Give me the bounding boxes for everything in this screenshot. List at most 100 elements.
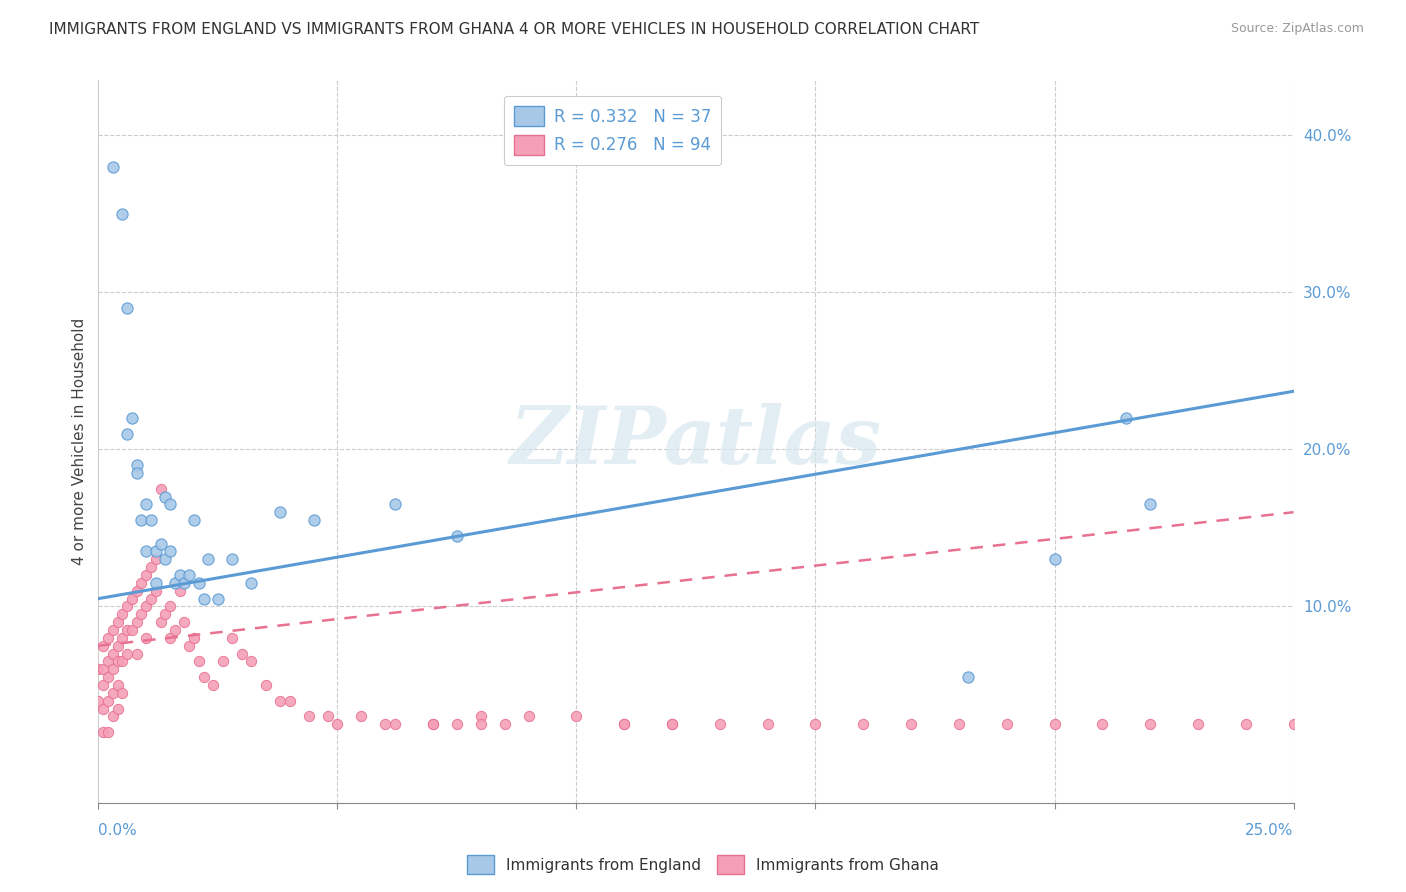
Point [121,623,143,637]
Point [139,591,162,606]
Point [125,466,148,480]
Point [115,623,138,637]
Point [135,497,157,511]
Point [661,717,683,731]
Point [183,513,205,527]
Point [91,725,114,739]
Point [125,583,148,598]
Point [169,568,191,582]
Point [613,717,636,731]
Point [145,583,167,598]
Point [91,701,114,715]
Text: 25.0%: 25.0% [1246,823,1294,838]
Point [193,591,215,606]
Point [316,709,339,723]
Point [155,607,177,622]
Point [163,623,186,637]
Point [145,575,167,590]
Point [131,513,153,527]
Point [446,529,468,543]
Point [97,694,120,708]
Point [422,717,444,731]
Point [254,678,277,692]
Point [107,701,129,715]
Point [159,497,181,511]
Text: ZIPatlas: ZIPatlas [510,403,882,480]
Point [111,631,134,645]
Point [115,301,138,315]
Y-axis label: 4 or more Vehicles in Household: 4 or more Vehicles in Household [72,318,87,566]
Point [470,717,492,731]
Point [661,717,683,731]
Point [97,655,120,669]
Point [183,631,205,645]
Point [1187,717,1209,731]
Point [384,717,406,731]
Point [302,513,325,527]
Point [173,575,195,590]
Point [1139,717,1161,731]
Point [326,717,349,731]
Point [101,709,124,723]
Point [350,709,373,723]
Point [91,678,114,692]
Point [269,694,291,708]
Point [139,560,162,574]
Point [107,615,129,630]
Point [565,709,588,723]
Point [221,631,243,645]
Point [221,552,243,566]
Point [384,497,406,511]
Point [240,575,263,590]
Point [278,694,301,708]
Text: Source: ZipAtlas.com: Source: ZipAtlas.com [1230,22,1364,36]
Point [115,599,138,614]
Point [135,631,157,645]
Point [193,670,215,684]
Point [87,662,110,676]
Point [139,513,162,527]
Point [446,717,468,731]
Point [948,717,970,731]
Point [135,599,157,614]
Point [517,709,540,723]
Point [97,631,120,645]
Point [709,717,731,731]
Point [197,552,219,566]
Point [97,670,120,684]
Point [107,678,129,692]
Point [179,568,201,582]
Point [187,655,209,669]
Point [470,709,492,723]
Point [207,591,229,606]
Point [159,631,181,645]
Point [125,615,148,630]
Point [169,583,191,598]
Point [111,207,134,221]
Point [101,647,124,661]
Point [179,639,201,653]
Point [149,536,172,550]
Point [159,544,181,558]
Point [269,505,291,519]
Point [756,717,779,731]
Point [91,639,114,653]
Point [804,717,827,731]
Point [613,717,636,731]
Point [957,670,980,684]
Point [187,575,209,590]
Point [1043,552,1066,566]
Point [101,160,124,174]
Point [1234,717,1257,731]
Point [149,482,172,496]
Point [121,411,143,425]
Point [1115,411,1137,425]
Point [101,686,124,700]
Point [1043,717,1066,731]
Point [173,615,195,630]
Point [995,717,1018,731]
Point [111,607,134,622]
Point [202,678,225,692]
Point [97,725,120,739]
Point [91,662,114,676]
